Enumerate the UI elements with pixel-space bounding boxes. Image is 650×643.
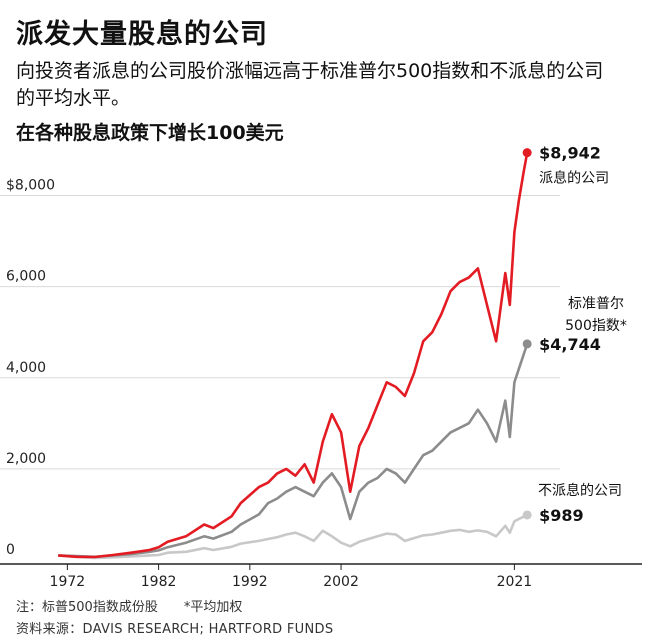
y-tick-label: $8,000	[6, 178, 55, 194]
series-name-label: 不派息的公司	[538, 482, 622, 499]
x-tick-label: 1972	[50, 574, 86, 590]
y-tick-label: 0	[6, 542, 15, 558]
source-note: 资料来源：DAVIS RESEARCH; HARTFORD FUNDS	[16, 622, 334, 637]
series-end-marker	[522, 339, 532, 349]
chart-title: 派发大量股息的公司	[16, 19, 268, 50]
y-tick-label: 2,000	[6, 451, 46, 467]
series-line	[58, 343, 529, 559]
y-tick-label: 6,000	[6, 269, 46, 285]
series-name-label: 派息的公司	[539, 170, 609, 187]
series-end-marker	[522, 510, 532, 520]
chart-metric-label: 在各种股息政策下增长100美元	[16, 122, 284, 144]
series-end-value: $989	[539, 506, 584, 525]
x-tick-label: 2002	[323, 574, 359, 590]
series-end-value: $8,942	[539, 144, 601, 163]
y-tick-label: 4,000	[6, 360, 46, 376]
series-end-marker	[522, 148, 532, 158]
series-end-value: $4,744	[539, 335, 601, 354]
x-tick-label: 1982	[141, 574, 177, 590]
series-line	[58, 152, 529, 559]
x-tick-label: 2021	[497, 574, 533, 590]
series-line	[58, 513, 528, 560]
chart-subtitle: 向投资者派息的公司股价涨幅远高于标准普尔500指数和不派息的公司的平均水平。	[16, 60, 604, 109]
x-tick-label: 1992	[232, 574, 268, 590]
series-name-label: 标准普尔	[568, 296, 624, 312]
series-name-label: 500指数*	[565, 318, 627, 334]
footnote: 注：标普500指数成份股 *平均加权	[16, 600, 243, 615]
